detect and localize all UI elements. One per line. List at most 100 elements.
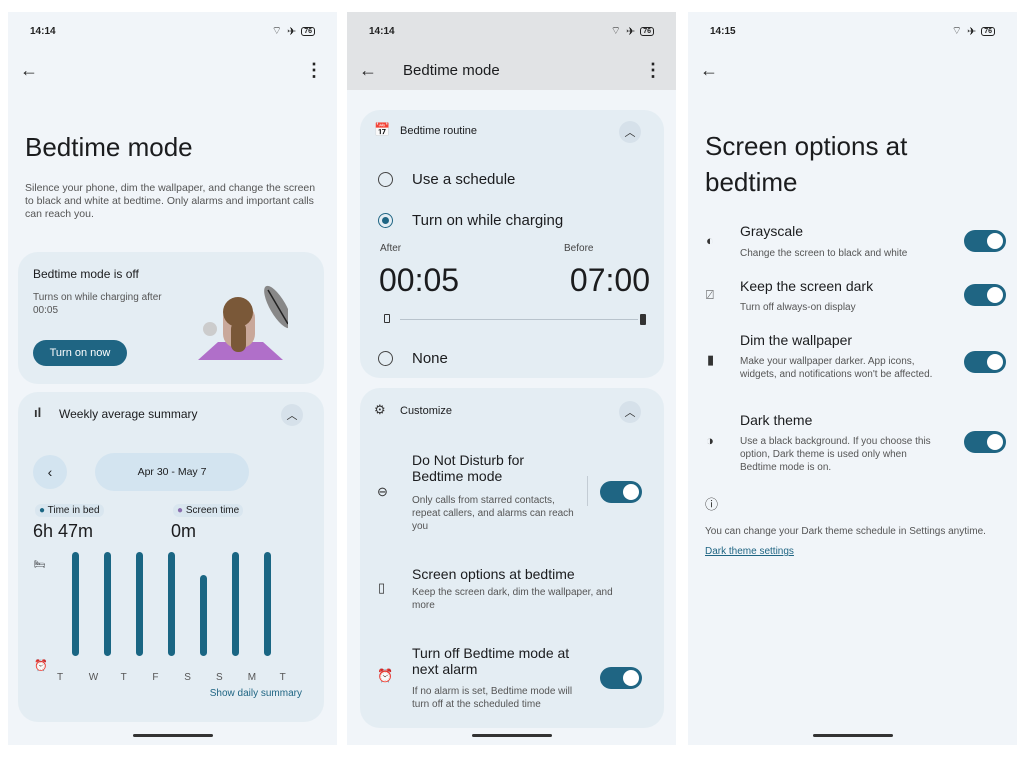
date-range[interactable]: Apr 30 - May 7 bbox=[95, 453, 249, 491]
turn-off-at-alarm-title: Turn off Bedtime mode at next alarm bbox=[412, 645, 570, 677]
page-description: Silence your phone, dim the wallpaper, a… bbox=[25, 182, 316, 220]
day-label: S bbox=[184, 672, 191, 683]
charging-range-slider[interactable] bbox=[400, 319, 638, 320]
customize-title: Customize bbox=[400, 405, 452, 417]
turn-on-now-button[interactable]: Turn on now bbox=[33, 340, 127, 366]
phone-screen-icon: ▯ bbox=[378, 580, 386, 595]
day-label: W bbox=[88, 672, 99, 683]
turn-on-while-charging-radio[interactable] bbox=[378, 213, 393, 228]
chart-bar bbox=[264, 552, 271, 656]
dnd-title: Do Not Disturb for Bedtime mode bbox=[412, 452, 525, 484]
dim-wallpaper-desc: Make your wallpaper darker. App icons, w… bbox=[740, 356, 933, 380]
battery-icon: 76 bbox=[301, 26, 315, 36]
screen-options-title[interactable]: Screen options at bedtime bbox=[412, 566, 575, 582]
grayscale-desc: Change the screen to black and white bbox=[740, 248, 908, 259]
back-arrow-icon[interactable]: ← bbox=[359, 60, 377, 80]
keep-dark-toggle[interactable] bbox=[964, 284, 1006, 306]
airplane-icon: ✈ bbox=[966, 25, 977, 38]
before-label: Before bbox=[564, 243, 594, 254]
status-icons: ⌔ ✈ 76 bbox=[952, 24, 995, 38]
back-arrow-icon[interactable]: ← bbox=[700, 60, 718, 80]
turn-off-at-alarm-toggle[interactable] bbox=[600, 667, 642, 689]
day-label: T bbox=[57, 672, 64, 683]
day-label: F bbox=[152, 672, 159, 683]
after-time[interactable]: 00:05 bbox=[379, 262, 460, 298]
status-card: Bedtime mode is off Turns on while charg… bbox=[18, 252, 324, 384]
customize-card: ⚙ Customize ︿ ⊖ Do Not Disturb for Bedti… bbox=[360, 388, 664, 728]
bedtime-routine-card: 📅 Bedtime routine ︿ Use a schedule Turn … bbox=[360, 110, 664, 378]
bar-chart-icon: ıl bbox=[34, 405, 42, 420]
more-options-icon[interactable]: ⋮ bbox=[305, 60, 323, 80]
chart-bar bbox=[72, 552, 79, 656]
app-bar bbox=[347, 12, 676, 90]
do-not-disturb-icon: ⊖ bbox=[377, 484, 388, 499]
info-text: You can change your Dark theme schedule … bbox=[705, 526, 986, 537]
dark-theme-settings-link[interactable]: Dark theme settings bbox=[705, 546, 794, 557]
alarm-icon: ⏰ bbox=[377, 668, 394, 683]
collapse-chevron-icon[interactable]: ︿ bbox=[619, 121, 641, 143]
summary-title: Weekly average summary bbox=[59, 407, 198, 421]
status-icons: ⌔ ✈ 76 bbox=[272, 24, 315, 38]
time-in-bed-legend: ● Time in bed bbox=[35, 504, 104, 517]
wallpaper-icon: ▮ bbox=[707, 352, 715, 367]
more-options-icon[interactable]: ⋮ bbox=[644, 60, 662, 80]
grayscale-toggle[interactable] bbox=[964, 230, 1006, 252]
dim-wallpaper-title: Dim the wallpaper bbox=[740, 332, 853, 348]
home-indicator bbox=[471, 734, 552, 737]
none-radio[interactable] bbox=[378, 351, 393, 366]
bed-icon: 🛏 bbox=[34, 559, 46, 569]
wifi-icon: ⌔ bbox=[610, 25, 621, 37]
dim-wallpaper-toggle[interactable] bbox=[964, 351, 1006, 373]
status-subtitle: Turns on while charging after 00:05 bbox=[33, 292, 162, 316]
screen-time-legend: ● Screen time bbox=[173, 504, 244, 517]
airplane-icon: ✈ bbox=[286, 25, 297, 38]
battery-full-icon bbox=[640, 314, 646, 325]
screen-bedtime-mode: 14:14 ⌔ ✈ 76 ← ⋮ Bedtime mode Silence your… bbox=[8, 12, 337, 745]
gear-icon: ⚙ bbox=[374, 402, 386, 417]
chart-bar bbox=[200, 574, 207, 656]
collapse-chevron-icon[interactable]: ︿ bbox=[619, 401, 641, 423]
screen-bedtime-settings: 14:14 ⌔ ✈ 76 ← Bedtime mode ⋮ 📅 Bedtime ro… bbox=[347, 12, 676, 745]
screen-time-value: 0m bbox=[171, 521, 197, 541]
divider bbox=[587, 476, 588, 506]
time-in-bed-value: 6h 47m bbox=[33, 521, 94, 541]
collapse-chevron-icon[interactable]: ︿ bbox=[281, 404, 303, 426]
previous-week-button[interactable]: ‹ bbox=[33, 455, 67, 489]
turn-off-at-alarm-desc: If no alarm is set, Bedtime mode will tu… bbox=[412, 686, 573, 710]
back-arrow-icon[interactable]: ← bbox=[20, 60, 38, 80]
dark-theme-title: Dark theme bbox=[740, 412, 813, 428]
status-icons: ⌔ ✈ 76 bbox=[611, 24, 654, 38]
chart-bar bbox=[136, 552, 143, 656]
show-daily-summary-link[interactable]: Show daily summary bbox=[209, 688, 302, 699]
battery-icon: 76 bbox=[981, 26, 995, 36]
day-label: T bbox=[279, 672, 286, 683]
chart-bar bbox=[168, 552, 175, 656]
after-label: After bbox=[380, 243, 402, 254]
use-schedule-radio[interactable] bbox=[378, 172, 393, 187]
battery-icon: 76 bbox=[640, 26, 654, 36]
before-time[interactable]: 07:00 bbox=[569, 262, 650, 298]
routine-title: Bedtime routine bbox=[400, 125, 478, 137]
home-indicator bbox=[132, 734, 213, 737]
dark-theme-desc: Use a black background. If you choose th… bbox=[740, 436, 931, 473]
use-schedule-label: Use a schedule bbox=[412, 171, 516, 188]
screen-options-desc: Keep the screen dark, dim the wallpaper,… bbox=[412, 587, 613, 611]
status-time: 14:14 bbox=[30, 26, 56, 37]
dark-theme-toggle[interactable] bbox=[964, 431, 1006, 453]
status-title: Bedtime mode is off bbox=[33, 267, 139, 281]
day-label: S bbox=[216, 672, 223, 683]
app-bar-title: Bedtime mode bbox=[403, 62, 500, 79]
chart-bar bbox=[232, 552, 239, 656]
wifi-icon: ⌔ bbox=[951, 25, 962, 37]
dnd-toggle[interactable] bbox=[600, 481, 642, 503]
day-label: T bbox=[120, 672, 127, 683]
status-time: 14:14 bbox=[369, 26, 395, 37]
keep-dark-title: Keep the screen dark bbox=[740, 278, 874, 294]
chart-bar bbox=[104, 552, 111, 656]
page-title: Bedtime mode bbox=[25, 132, 193, 162]
wifi-icon: ⌔ bbox=[271, 25, 282, 37]
grayscale-title: Grayscale bbox=[740, 223, 804, 239]
calendar-icon: 📅 bbox=[374, 122, 391, 137]
none-label: None bbox=[412, 350, 448, 367]
screen-screen-options: 14:15 ⌔ ✈ 76 ← Screen options at bedtime ◐… bbox=[688, 12, 1017, 745]
